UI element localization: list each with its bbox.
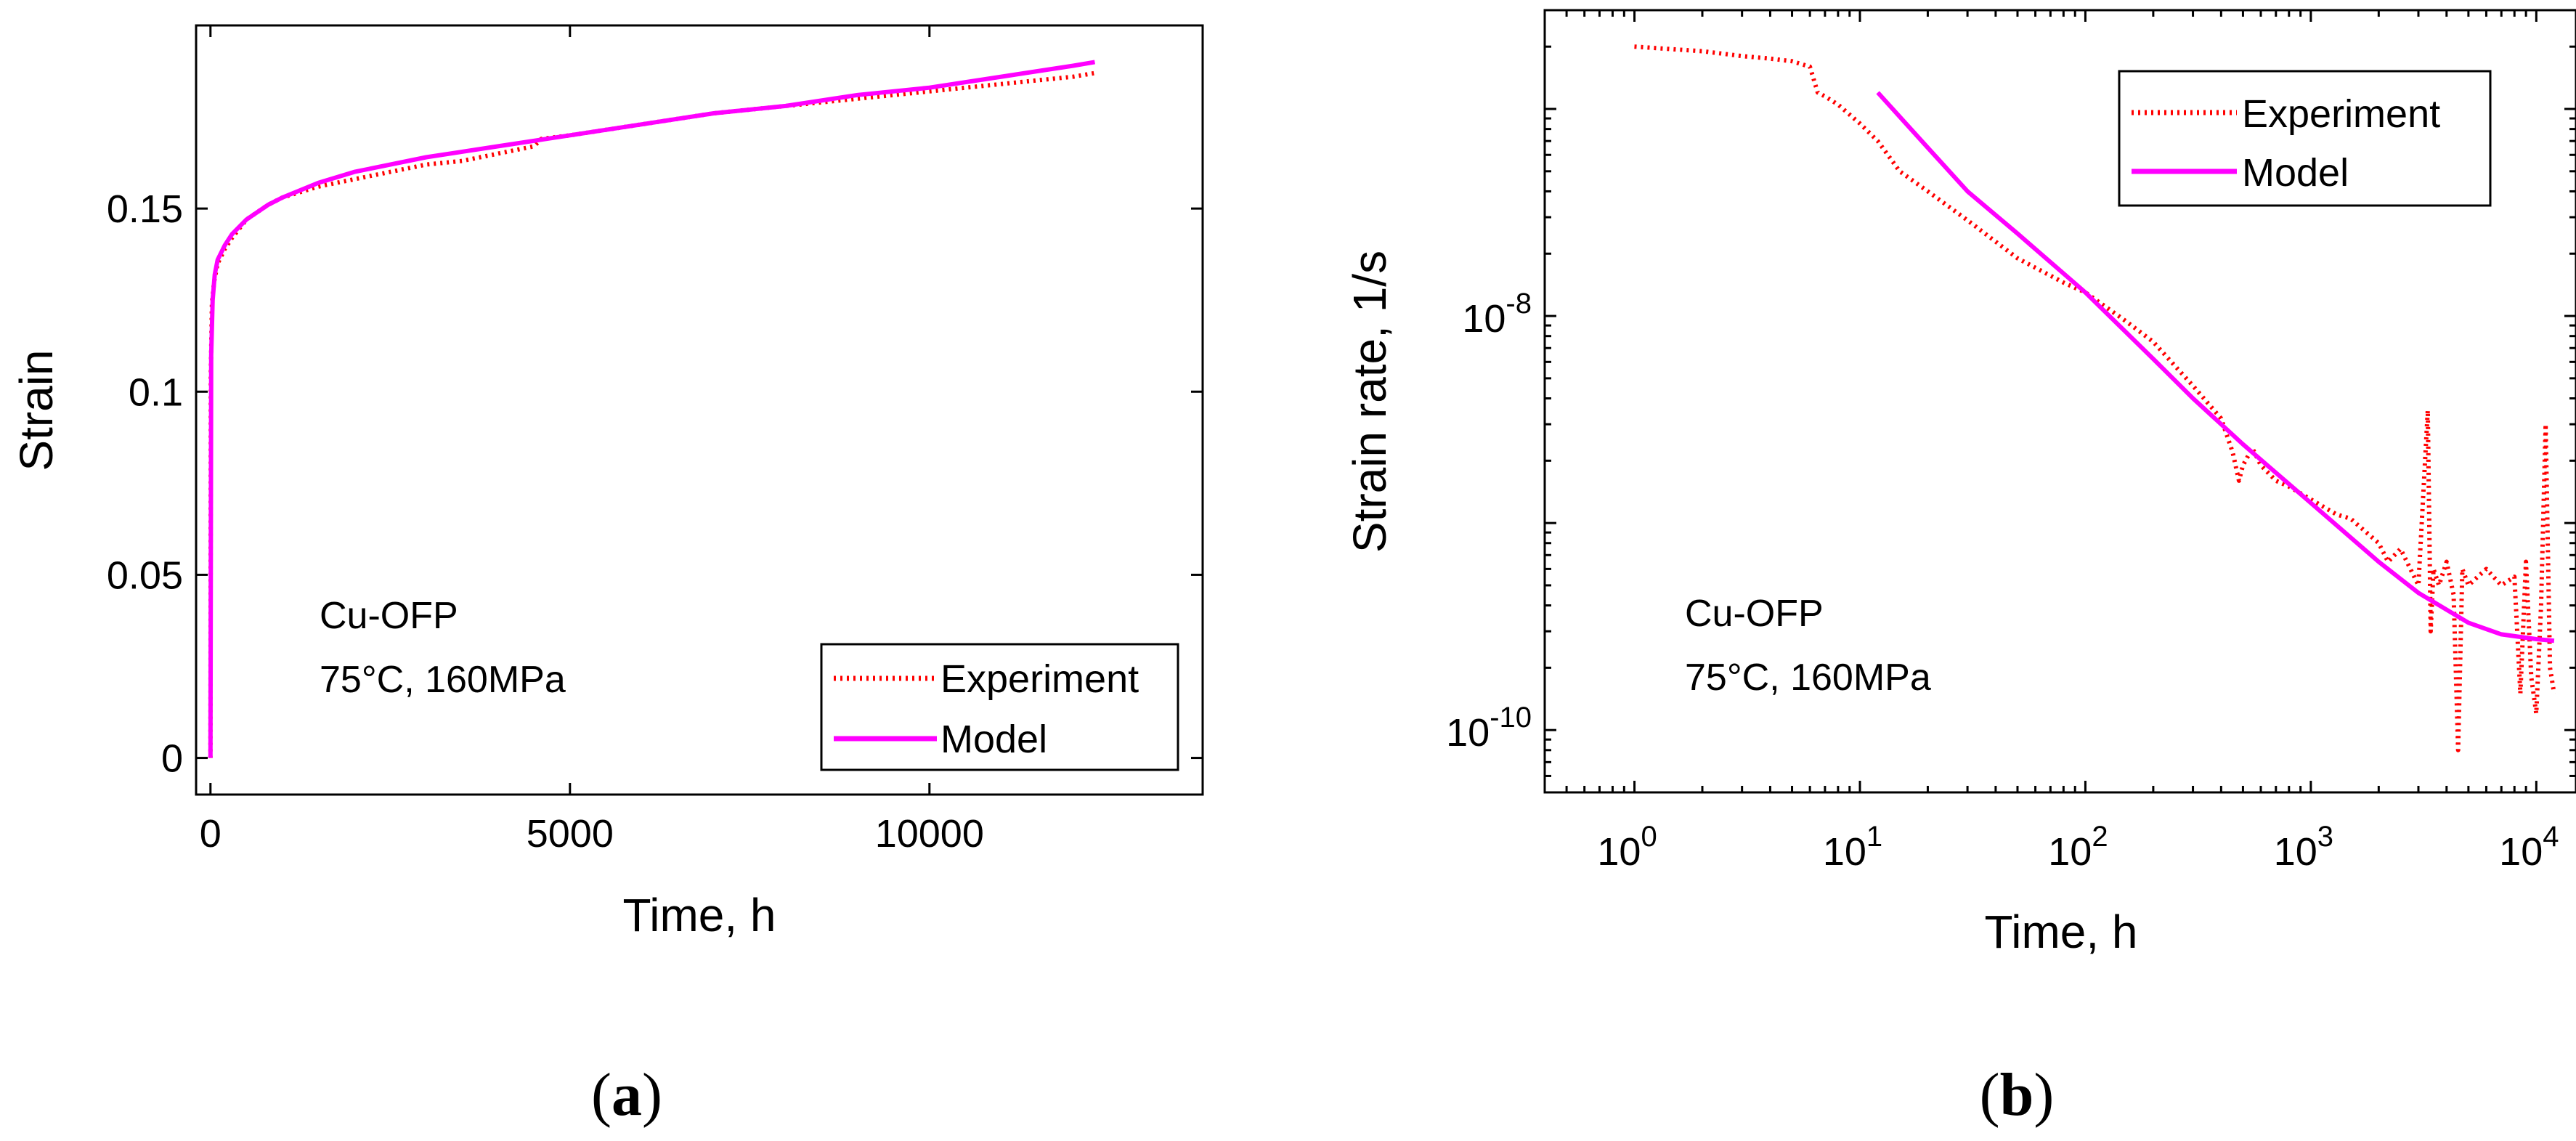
x-tick-label-a: 10000 <box>875 812 984 856</box>
x-axis-a: 0 5000 10000 <box>200 25 984 856</box>
y-axis-label-b: Strain rate, 1/s <box>1344 251 1396 553</box>
x-tick-label-b: 104 <box>2499 821 2559 874</box>
y-tick-label-b: 10-8 <box>1462 288 1532 341</box>
y-tick-label-a: 0 <box>161 737 183 781</box>
x-axis-label-b: Time, h <box>1985 906 2138 958</box>
legend-label-experiment-b: Experiment <box>2242 92 2440 136</box>
panel-label-a-open: ( <box>591 1061 612 1129</box>
panel-b: 100 101 102 103 104 10-8 10-10 Time, h Strain… <box>1344 9 2576 958</box>
legend-a: Experiment Model <box>820 643 1179 771</box>
x-tick-label-b: 101 <box>1823 821 1882 874</box>
series-line-model-a <box>208 60 1096 758</box>
x-axis-label-a: Time, h <box>623 889 776 941</box>
series-group-b <box>1634 44 2556 752</box>
series-group-a <box>208 60 1096 758</box>
legend-box-b <box>2118 70 2492 207</box>
panel-label-a-close: ) <box>642 1061 662 1129</box>
y-axis-label-a: Strain <box>10 349 62 471</box>
annotation-conditions-b: 75°C, 160MPa <box>1685 657 1931 699</box>
annotation-material-a: Cu-OFP <box>320 595 458 637</box>
x-tick-label-b: 102 <box>2048 821 2108 874</box>
annotation-conditions-a: 75°C, 160MPa <box>320 659 566 701</box>
x-tick-label-a: 5000 <box>527 812 614 856</box>
y-axis-a: 0 0.05 0.1 0.15 <box>107 187 1203 781</box>
series-line-model-b <box>1876 91 2555 643</box>
panel-label-b-letter: b <box>2000 1061 2034 1129</box>
y-axis-b: 10-8 10-10 <box>1446 9 2576 777</box>
panel-label-b: (b) <box>1980 1061 2055 1129</box>
panel-label-b-close: ) <box>2033 1061 2054 1129</box>
panel-label-a: (a) <box>591 1061 662 1129</box>
series-line-experiment-a <box>208 70 1095 758</box>
y-tick-label-b: 10-10 <box>1446 702 1532 755</box>
panel-label-b-open: ( <box>1980 1061 2000 1129</box>
legend-label-model-a: Model <box>940 718 1047 761</box>
y-tick-label-a: 0.15 <box>107 187 183 231</box>
legend-label-experiment-a: Experiment <box>940 657 1139 701</box>
x-tick-label-a: 0 <box>200 812 222 856</box>
annotation-material-b: Cu-OFP <box>1685 593 1824 635</box>
x-tick-label-b: 103 <box>2274 821 2333 874</box>
x-axis-b: 100 101 102 103 104 <box>1543 10 2559 874</box>
panel-label-a-letter: a <box>612 1061 642 1129</box>
legend-label-model-b: Model <box>2242 151 2349 195</box>
legend-box-a <box>820 643 1179 771</box>
x-tick-label-b: 100 <box>1597 821 1657 874</box>
legend-b: Experiment Model <box>2118 70 2492 207</box>
y-tick-label-a: 0.05 <box>107 553 183 597</box>
panel-a: 0 5000 10000 0 0.05 0.1 0.15 Time, h Strain C… <box>10 24 1204 941</box>
y-tick-label-a: 0.1 <box>129 370 183 414</box>
